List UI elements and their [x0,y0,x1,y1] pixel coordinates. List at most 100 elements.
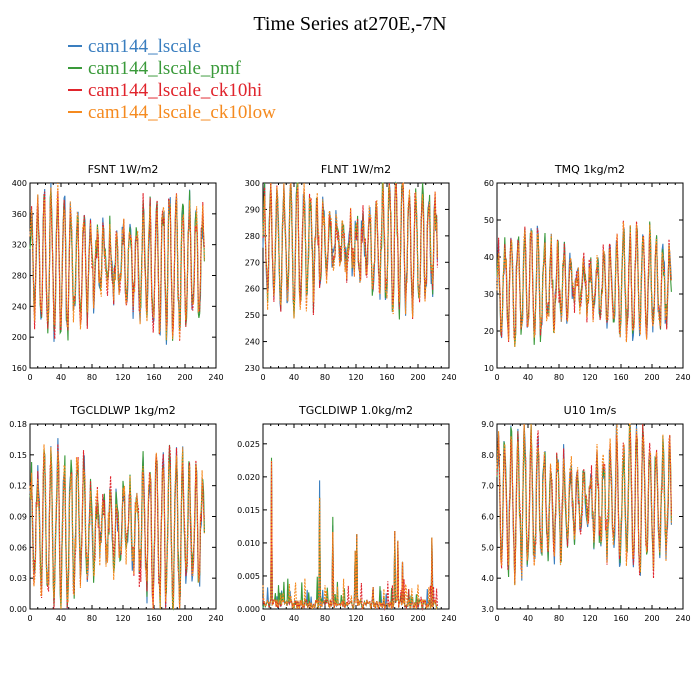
legend-swatch [68,66,82,69]
y-tick-label: 0.18 [9,420,27,429]
legend-swatch [68,88,82,91]
x-tick-label: 240 [441,373,456,382]
y-tick-label: 60 [484,179,494,188]
x-tick-label: 40 [56,373,66,382]
series-line-cam144-lscale-ck10low [262,182,438,319]
y-tick-label: 230 [245,364,260,373]
x-tick-label: 80 [320,614,330,623]
y-tick-label: 50 [484,216,494,225]
panel-title: TGCLDLWP 1kg/m2 [69,404,175,417]
y-tick-label: 4.0 [481,574,494,583]
y-tick-label: 0.00 [9,605,27,614]
y-tick-label: 260 [245,285,260,294]
legend-item-ck10hi: cam144_lscale_ck10hi [68,80,276,102]
y-tick-label: 6.0 [481,513,494,522]
x-tick-label: 160 [379,373,394,382]
y-tick-label: 0.000 [237,605,260,614]
y-tick-label: 240 [245,338,260,347]
y-tick-label: 240 [12,302,27,311]
x-tick-label: 40 [56,614,66,623]
x-tick-label: 200 [410,614,425,623]
y-tick-label: 200 [12,333,27,342]
y-tick-label: 30 [484,290,494,299]
y-tick-label: 0.025 [237,440,260,449]
y-tick-label: 250 [245,311,260,320]
legend: cam144_lscale cam144_lscale_pmf cam144_l… [68,36,276,124]
series-line-cam144-lscale-ck10low [262,460,438,610]
panel-title: FSNT 1W/m2 [88,163,159,176]
legend-label: cam144_lscale_ck10hi [88,80,263,101]
legend-label: cam144_lscale_pmf [88,58,242,79]
y-tick-label: 400 [12,179,27,188]
x-tick-label: 160 [146,614,161,623]
x-tick-label: 160 [379,614,394,623]
y-tick-label: 0.020 [237,473,260,482]
legend-swatch [68,110,82,113]
x-tick-label: 160 [613,373,628,382]
panel-title: TMQ 1kg/m2 [554,163,625,176]
x-tick-label: 0 [260,373,265,382]
x-tick-label: 120 [348,614,363,623]
x-tick-label: 80 [87,373,97,382]
y-tick-label: 3.0 [481,605,494,614]
x-tick-label: 80 [554,614,564,623]
x-tick-label: 200 [410,373,425,382]
y-tick-label: 40 [484,253,494,262]
y-tick-label: 280 [12,272,27,281]
x-tick-label: 0 [494,614,499,623]
x-tick-label: 40 [523,373,533,382]
x-tick-label: 120 [582,373,597,382]
legend-label: cam144_lscale_ck10low [88,102,276,123]
series-line-cam144-lscale-ck10low [29,444,205,610]
y-tick-label: 320 [12,241,27,250]
y-tick-label: 10 [484,364,494,373]
legend-item-pmf: cam144_lscale_pmf [68,58,276,80]
y-tick-label: 0.015 [237,506,260,515]
y-tick-label: 300 [245,179,260,188]
panel-title: FLNT 1W/m2 [321,163,391,176]
x-tick-label: 200 [177,614,192,623]
x-tick-label: 160 [146,373,161,382]
legend-label: cam144_lscale [88,36,201,57]
y-tick-label: 0.010 [237,539,260,548]
x-tick-label: 0 [494,373,499,382]
x-tick-label: 240 [208,614,223,623]
x-tick-label: 80 [320,373,330,382]
series-line-cam144-lscale-ck10hi [29,444,205,610]
x-tick-label: 80 [87,614,97,623]
y-tick-label: 5.0 [481,543,494,552]
x-tick-label: 240 [675,614,690,623]
x-tick-label: 200 [644,614,659,623]
x-tick-label: 240 [441,614,456,623]
x-tick-label: 240 [208,373,223,382]
x-tick-label: 40 [523,614,533,623]
x-tick-label: 80 [554,373,564,382]
x-tick-label: 120 [115,373,130,382]
y-tick-label: 0.03 [9,574,27,583]
chart-title: Time Series at270E,-7N [253,13,447,35]
y-tick-label: 360 [12,210,27,219]
x-tick-label: 120 [115,614,130,623]
x-tick-label: 0 [260,614,265,623]
legend-swatch [68,44,82,47]
y-tick-label: 290 [245,205,260,214]
x-tick-label: 120 [582,614,597,623]
y-tick-label: 270 [245,258,260,267]
x-tick-label: 0 [27,373,32,382]
y-tick-label: 0.06 [9,543,27,552]
x-tick-label: 160 [613,614,628,623]
y-tick-label: 0.12 [9,482,27,491]
series-line-cam144-lscale-ck10low [496,222,672,348]
x-tick-label: 200 [177,373,192,382]
y-tick-label: 160 [12,364,27,373]
series-line-cam144-lscale-ck10low [496,423,672,586]
x-tick-label: 0 [27,614,32,623]
y-tick-label: 0.005 [237,572,260,581]
y-tick-label: 280 [245,232,260,241]
legend-item-lscale: cam144_lscale [68,36,276,58]
x-tick-label: 40 [289,373,299,382]
y-tick-label: 20 [484,327,494,336]
panel-title: TGCLDIWP 1.0kg/m2 [298,404,413,417]
x-tick-label: 40 [289,614,299,623]
